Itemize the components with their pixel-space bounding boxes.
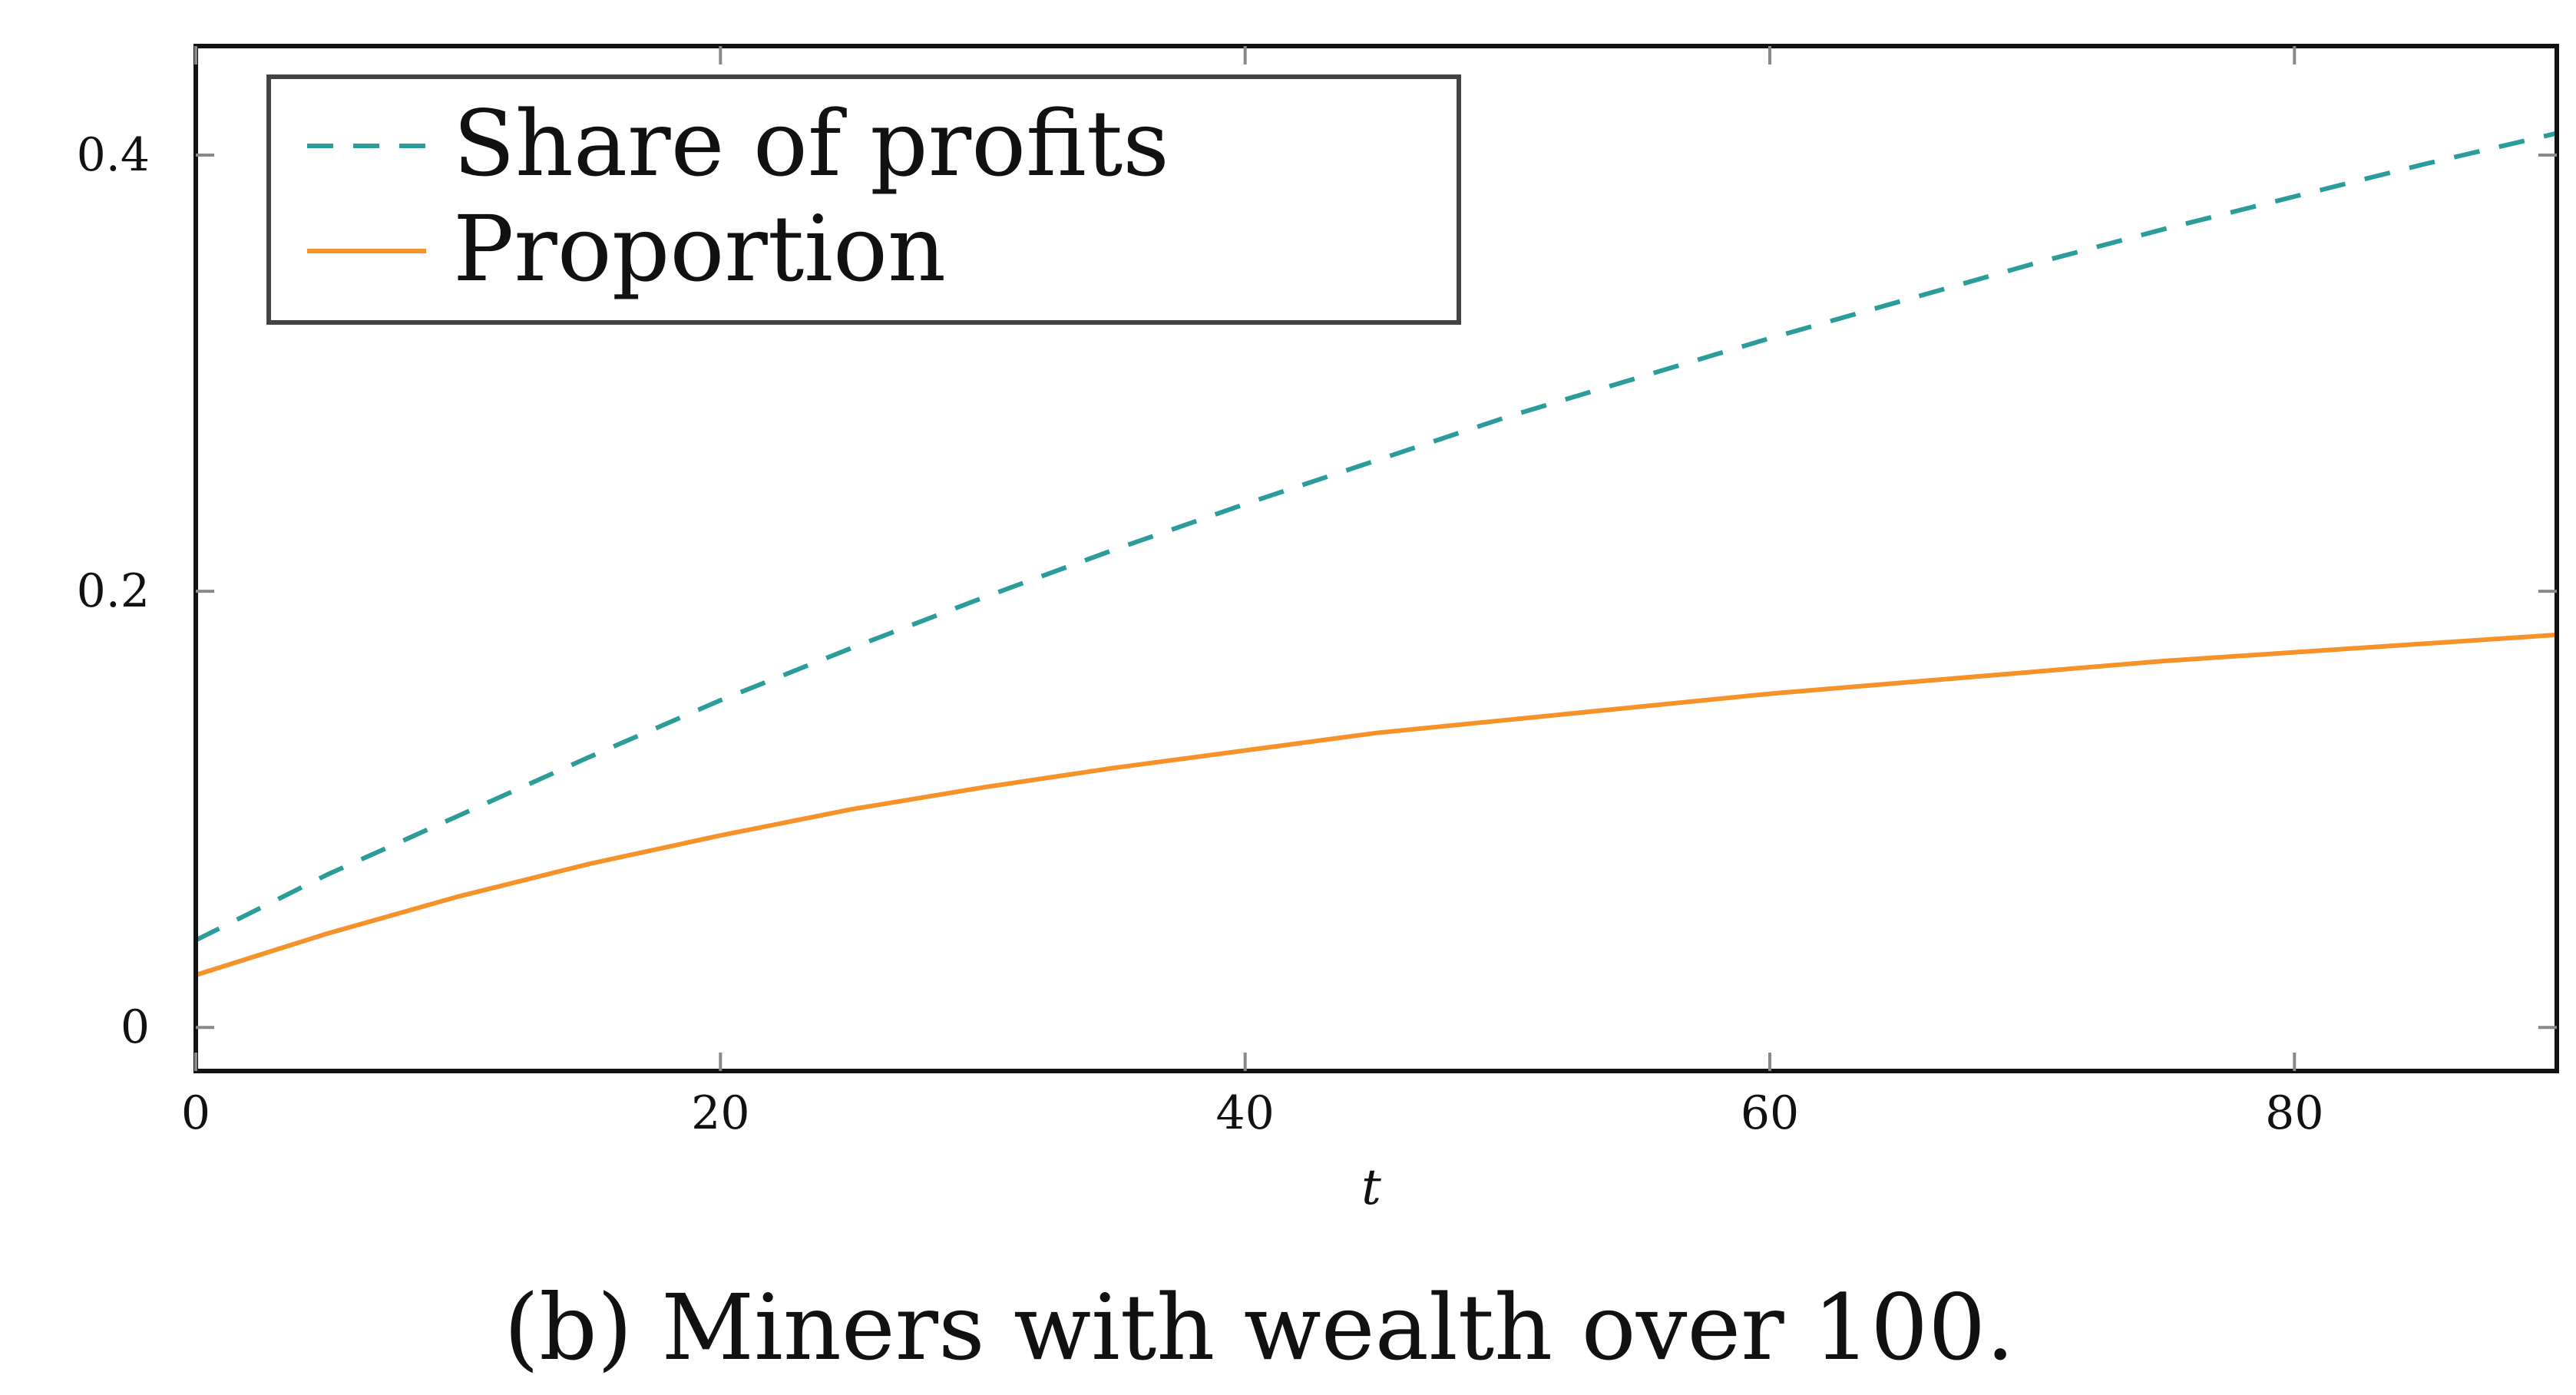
y-tick-label: 0	[121, 1000, 150, 1054]
legend: Share of profits Proportion	[266, 74, 1461, 325]
x-axis-label: t	[1361, 1159, 1381, 1216]
y-tick-label: 0.4	[77, 128, 150, 182]
legend-box	[266, 74, 1461, 325]
plot-frame	[193, 44, 2559, 1073]
x-tick-label: 40	[1215, 1086, 1274, 1140]
y-tick-label: 0.2	[77, 564, 150, 618]
legend-label-share-of-profits: Share of profits	[453, 91, 1169, 197]
series-line-share-of-profits	[194, 131, 2558, 943]
legend-label-proportion: Proportion	[453, 196, 946, 302]
figure-caption: (b) Miners with wealth over 100.	[504, 1274, 2015, 1380]
x-tick-label: 80	[2265, 1086, 2323, 1140]
series-lines	[194, 131, 2558, 977]
axes: 0 20 40 60 80 0 0.2 0.4	[77, 44, 2559, 1140]
x-tick-label: 60	[1741, 1086, 1799, 1140]
series-line-proportion	[195, 632, 2558, 977]
x-tick-label: 0	[181, 1086, 210, 1140]
x-tick-label: 20	[691, 1086, 749, 1140]
